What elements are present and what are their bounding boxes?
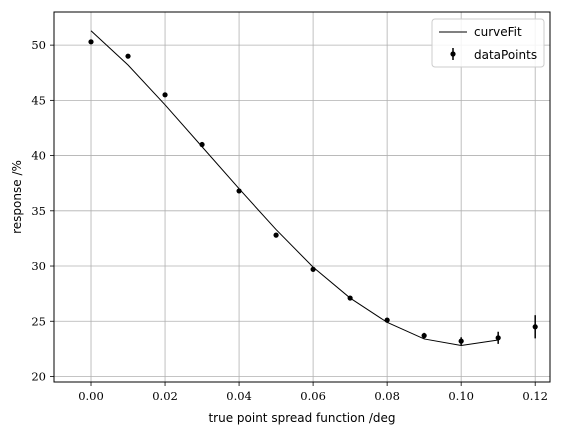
data-point: [273, 233, 278, 238]
y-tick-label: 25: [31, 314, 46, 328]
x-tick-label: 0.02: [152, 389, 178, 403]
x-tick-label: 0.04: [226, 389, 252, 403]
y-axis-label: response /%: [10, 160, 24, 234]
y-tick-label: 50: [31, 38, 46, 52]
data-point: [236, 188, 241, 193]
y-tick-label: 40: [31, 149, 46, 163]
data-point: [422, 333, 427, 338]
x-tick-label: 0.06: [300, 389, 326, 403]
data-point: [533, 324, 538, 329]
data-point: [496, 335, 501, 340]
y-tick-label: 20: [31, 369, 46, 383]
y-tick-label: 35: [31, 204, 46, 218]
legend-datapoints-label: dataPoints: [474, 48, 537, 62]
x-axis-label: true point spread function /deg: [208, 411, 395, 425]
data-point: [348, 295, 353, 300]
legend: curveFit dataPoints: [432, 19, 544, 67]
data-point: [199, 142, 204, 147]
y-tick-label: 30: [31, 259, 46, 273]
y-tick-label: 45: [31, 93, 46, 107]
x-tick-label: 0.08: [374, 389, 400, 403]
legend-datapoints-marker: [450, 51, 455, 56]
data-point: [162, 92, 167, 97]
legend-curvefit-label: curveFit: [474, 25, 522, 39]
x-tick-label: 0.12: [522, 389, 548, 403]
data-point: [311, 267, 316, 272]
data-point: [125, 54, 130, 59]
x-tick-label: 0.10: [448, 389, 474, 403]
data-point: [88, 39, 93, 44]
data-point: [385, 318, 390, 323]
x-tick-label: 0.00: [78, 389, 104, 403]
data-point: [459, 339, 464, 344]
